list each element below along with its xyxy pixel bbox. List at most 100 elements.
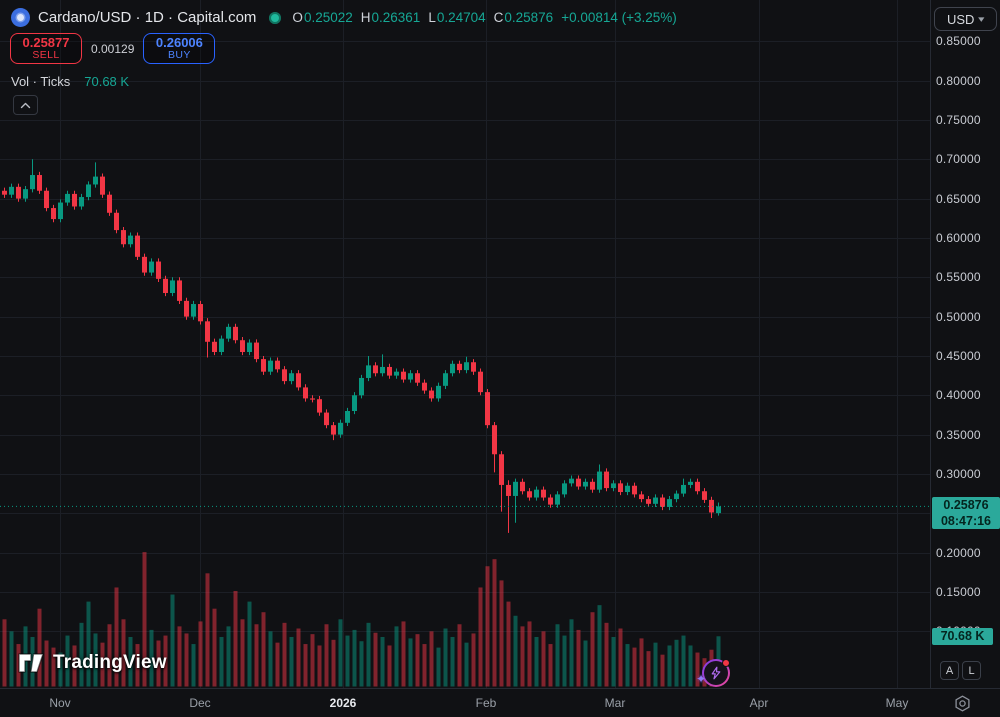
volume-bar xyxy=(114,587,119,687)
candle-body xyxy=(443,373,448,386)
candle-body xyxy=(205,321,210,342)
candle-body xyxy=(604,471,609,489)
current-price-label: 0.25876 08:47:16 xyxy=(932,497,1000,530)
currency-label: USD xyxy=(947,11,975,27)
low-label: L xyxy=(428,10,436,25)
volume-bar xyxy=(205,573,210,687)
timezone-gear-icon[interactable] xyxy=(953,694,972,713)
sell-button[interactable]: 0.25877 SELL xyxy=(10,33,82,64)
candle-body xyxy=(121,230,126,245)
volume-bar xyxy=(485,566,490,687)
time-tick-label: Apr xyxy=(749,696,769,710)
buy-button[interactable]: 0.26006 BUY xyxy=(143,33,216,64)
volume-bar xyxy=(457,624,462,687)
candle-body xyxy=(618,483,623,493)
candle-body xyxy=(135,235,140,257)
price-tick-label: 0.45000 xyxy=(936,348,981,363)
price-axis[interactable]: USD ▾ 0.85000 0.80000 0.75000 0.70000 0.6500… xyxy=(930,0,1000,688)
candle-body xyxy=(233,326,238,341)
price-tick-label: 0.60000 xyxy=(936,230,981,245)
volume-bar xyxy=(254,624,259,687)
volume-bar xyxy=(513,615,518,687)
currency-selector-button[interactable]: USD ▾ xyxy=(934,7,997,31)
volume-bar xyxy=(121,619,126,687)
volume-bar xyxy=(142,552,147,687)
time-tick-label: Dec xyxy=(189,696,211,710)
candle-body xyxy=(30,175,35,190)
high-label: H xyxy=(360,10,371,25)
candle-body xyxy=(667,499,672,507)
volume-bar xyxy=(170,594,175,687)
candle-body xyxy=(275,360,280,370)
log-scale-button[interactable]: L xyxy=(962,661,981,680)
candle-body xyxy=(415,373,420,383)
collapse-legend-button[interactable] xyxy=(13,95,38,115)
current-price-value: 0.25876 xyxy=(943,498,989,513)
tradingview-logo-icon xyxy=(18,653,44,673)
candle-body xyxy=(688,481,693,485)
volume-bar xyxy=(163,635,168,687)
buy-label: BUY xyxy=(167,48,191,61)
symbol-title[interactable]: Cardano/USD · 1D · Capital.com xyxy=(38,9,257,26)
volume-bar xyxy=(219,636,224,687)
ai-assistant-button[interactable]: ✦ xyxy=(696,659,730,687)
volume-bar xyxy=(534,636,539,687)
volume-bar xyxy=(548,644,553,687)
candle-body xyxy=(653,497,658,504)
candle-body xyxy=(149,261,154,273)
tradingview-watermark[interactable]: TradingView xyxy=(16,650,167,676)
volume-bar xyxy=(233,591,238,687)
volume-bar xyxy=(331,639,336,687)
volume-bar xyxy=(79,622,84,687)
volume-bar xyxy=(625,644,630,687)
candle-body xyxy=(282,369,287,382)
indicator-name[interactable]: Vol · Ticks xyxy=(11,74,71,89)
open-value: 0.25022 xyxy=(303,10,353,25)
market-status-dot[interactable] xyxy=(269,11,282,24)
auto-scale-button[interactable]: A xyxy=(940,661,959,680)
candle-body xyxy=(107,194,112,213)
candle-body xyxy=(702,491,707,500)
candle-body xyxy=(562,483,567,495)
volume-bar xyxy=(436,647,441,687)
price-tick-label: 0.40000 xyxy=(936,388,981,403)
candlestick-plot[interactable] xyxy=(0,0,930,688)
candle-body xyxy=(128,235,133,245)
volume-bar xyxy=(562,635,567,687)
volume-bar xyxy=(352,629,357,687)
volume-bar xyxy=(37,608,42,687)
candle-body xyxy=(51,208,56,220)
candle-body xyxy=(555,494,560,505)
volume-bar xyxy=(373,632,378,687)
volume-bar xyxy=(653,642,658,687)
change-value: +0.00814 (+3.25%) xyxy=(561,10,677,25)
volume-bar xyxy=(65,635,70,687)
candle-body xyxy=(639,494,644,500)
candle-body xyxy=(380,366,385,374)
candle-body xyxy=(212,341,217,353)
candle-body xyxy=(261,359,266,372)
volume-bar xyxy=(310,634,315,687)
volume-bar xyxy=(401,621,406,687)
volume-bar xyxy=(51,647,56,687)
volume-bar xyxy=(499,580,504,687)
candle-body xyxy=(506,484,511,496)
low-value: 0.24704 xyxy=(436,10,486,25)
volume-bar xyxy=(72,645,77,687)
volume-bar xyxy=(282,622,287,687)
candle-body xyxy=(9,186,14,195)
volume-bar xyxy=(478,587,483,687)
candle-body xyxy=(317,399,322,413)
volume-axis-label: 70.68 K xyxy=(932,628,993,645)
time-axis[interactable]: Nov Dec 2026 Feb Mar Apr May xyxy=(0,688,1000,717)
candle-body xyxy=(429,390,434,399)
volume-bar xyxy=(324,624,329,687)
candle-body xyxy=(72,193,77,207)
volume-bar xyxy=(261,612,266,687)
volume-bar xyxy=(520,626,525,687)
time-tick-label: 2026 xyxy=(329,696,357,710)
volume-bar xyxy=(93,633,98,687)
candle-body xyxy=(303,387,308,399)
lightning-bolt-icon xyxy=(711,666,721,680)
